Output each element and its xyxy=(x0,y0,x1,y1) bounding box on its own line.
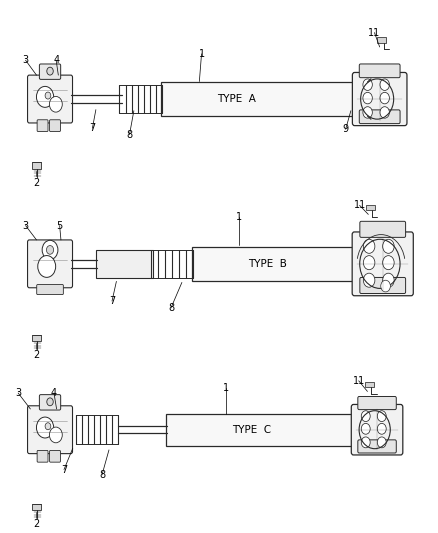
Text: 2: 2 xyxy=(33,519,39,529)
Circle shape xyxy=(364,273,375,287)
Bar xyxy=(32,163,41,168)
Circle shape xyxy=(45,92,51,99)
Circle shape xyxy=(380,107,389,118)
Text: 9: 9 xyxy=(343,124,349,134)
Text: 8: 8 xyxy=(168,303,174,313)
Circle shape xyxy=(36,417,53,438)
Text: 7: 7 xyxy=(61,465,67,474)
Circle shape xyxy=(377,411,386,422)
Circle shape xyxy=(49,96,62,112)
Circle shape xyxy=(47,67,53,75)
Circle shape xyxy=(46,246,53,254)
Circle shape xyxy=(363,107,372,118)
Circle shape xyxy=(36,86,53,107)
Text: 5: 5 xyxy=(57,221,63,231)
FancyBboxPatch shape xyxy=(39,394,61,410)
FancyBboxPatch shape xyxy=(28,75,73,123)
Text: 1: 1 xyxy=(223,383,229,393)
Text: 8: 8 xyxy=(127,130,133,140)
Circle shape xyxy=(42,240,58,260)
Circle shape xyxy=(45,423,51,430)
Text: TYPE  B: TYPE B xyxy=(247,259,286,269)
Bar xyxy=(32,335,41,341)
FancyBboxPatch shape xyxy=(360,221,406,237)
FancyBboxPatch shape xyxy=(37,120,48,132)
Text: 11: 11 xyxy=(353,200,366,211)
Bar xyxy=(161,82,367,116)
FancyBboxPatch shape xyxy=(353,72,407,126)
Bar xyxy=(192,247,365,281)
FancyBboxPatch shape xyxy=(358,440,396,453)
Bar xyxy=(366,205,375,210)
Circle shape xyxy=(380,79,389,91)
FancyBboxPatch shape xyxy=(28,240,73,288)
Circle shape xyxy=(363,79,372,91)
Circle shape xyxy=(363,92,372,104)
Text: 7: 7 xyxy=(89,123,95,133)
Circle shape xyxy=(38,255,56,277)
Text: 11: 11 xyxy=(353,376,365,386)
Circle shape xyxy=(361,423,370,434)
Text: TYPE  A: TYPE A xyxy=(217,94,256,104)
FancyBboxPatch shape xyxy=(351,405,403,455)
Text: 4: 4 xyxy=(51,388,57,398)
Text: 3: 3 xyxy=(22,55,28,65)
FancyBboxPatch shape xyxy=(28,406,73,454)
Text: 11: 11 xyxy=(368,28,381,38)
FancyBboxPatch shape xyxy=(49,120,60,132)
FancyBboxPatch shape xyxy=(37,450,48,462)
Circle shape xyxy=(49,427,62,443)
Text: TYPE  C: TYPE C xyxy=(232,425,271,435)
Bar xyxy=(365,382,374,387)
Circle shape xyxy=(364,239,375,253)
FancyBboxPatch shape xyxy=(39,64,61,79)
FancyBboxPatch shape xyxy=(352,232,413,296)
Circle shape xyxy=(383,256,394,270)
Circle shape xyxy=(364,256,375,270)
FancyBboxPatch shape xyxy=(360,278,406,294)
Text: 4: 4 xyxy=(53,55,59,65)
Text: 3: 3 xyxy=(22,221,28,231)
Circle shape xyxy=(361,411,370,422)
Circle shape xyxy=(47,398,53,406)
Circle shape xyxy=(381,280,390,292)
Text: 8: 8 xyxy=(99,470,105,480)
Text: 2: 2 xyxy=(33,350,39,360)
Circle shape xyxy=(383,239,394,253)
Text: 3: 3 xyxy=(15,388,21,398)
FancyBboxPatch shape xyxy=(358,397,396,409)
Bar xyxy=(32,504,41,510)
FancyBboxPatch shape xyxy=(49,450,60,462)
Circle shape xyxy=(377,437,386,448)
Text: 2: 2 xyxy=(33,177,39,188)
Text: 1: 1 xyxy=(198,49,205,59)
Circle shape xyxy=(361,437,370,448)
Text: 1: 1 xyxy=(236,212,242,222)
Circle shape xyxy=(377,423,386,434)
FancyBboxPatch shape xyxy=(37,285,64,295)
FancyBboxPatch shape xyxy=(359,110,400,124)
Circle shape xyxy=(380,92,389,104)
Bar xyxy=(378,37,386,43)
Text: 7: 7 xyxy=(109,296,115,306)
Bar xyxy=(96,250,152,278)
Bar xyxy=(166,414,365,446)
Circle shape xyxy=(383,273,394,287)
FancyBboxPatch shape xyxy=(359,64,400,78)
